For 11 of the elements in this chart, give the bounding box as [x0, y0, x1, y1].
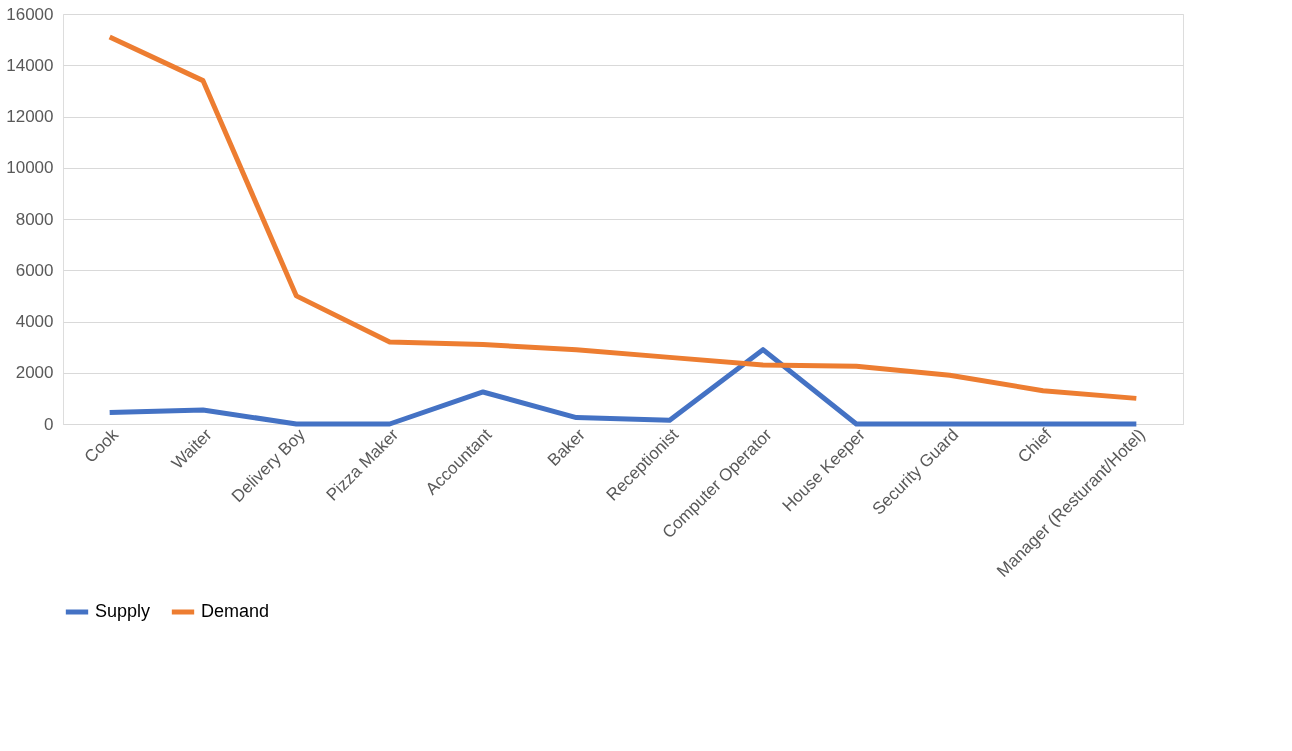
y-tick-label: 14000	[6, 55, 54, 75]
y-tick-label: 16000	[6, 4, 54, 24]
y-tick-label: 2000	[15, 363, 54, 383]
y-tick-label: 0	[44, 414, 54, 434]
y-tick-label: 6000	[15, 260, 54, 280]
y-tick-label: 10000	[6, 158, 54, 178]
y-tick-label: 4000	[15, 312, 54, 331]
y-tick-label: 12000	[6, 107, 54, 126]
legend-label: Supply	[95, 601, 151, 621]
y-tick-label: 8000	[15, 209, 54, 229]
legend-label: Demand	[201, 601, 270, 621]
